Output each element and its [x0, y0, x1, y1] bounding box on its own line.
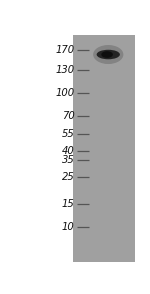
Ellipse shape: [101, 51, 113, 58]
Ellipse shape: [97, 50, 120, 59]
Text: 100: 100: [56, 88, 75, 98]
Bar: [73, 35, 135, 262]
Text: 70: 70: [62, 111, 75, 121]
Text: 25: 25: [62, 172, 75, 182]
Text: 55: 55: [62, 129, 75, 139]
Text: 130: 130: [56, 65, 75, 75]
Text: 10: 10: [62, 222, 75, 232]
Bar: [19, 35, 73, 262]
Text: 35: 35: [62, 156, 75, 166]
Text: 15: 15: [62, 199, 75, 209]
Text: 170: 170: [56, 45, 75, 55]
Ellipse shape: [93, 45, 123, 64]
Text: 40: 40: [62, 146, 75, 156]
